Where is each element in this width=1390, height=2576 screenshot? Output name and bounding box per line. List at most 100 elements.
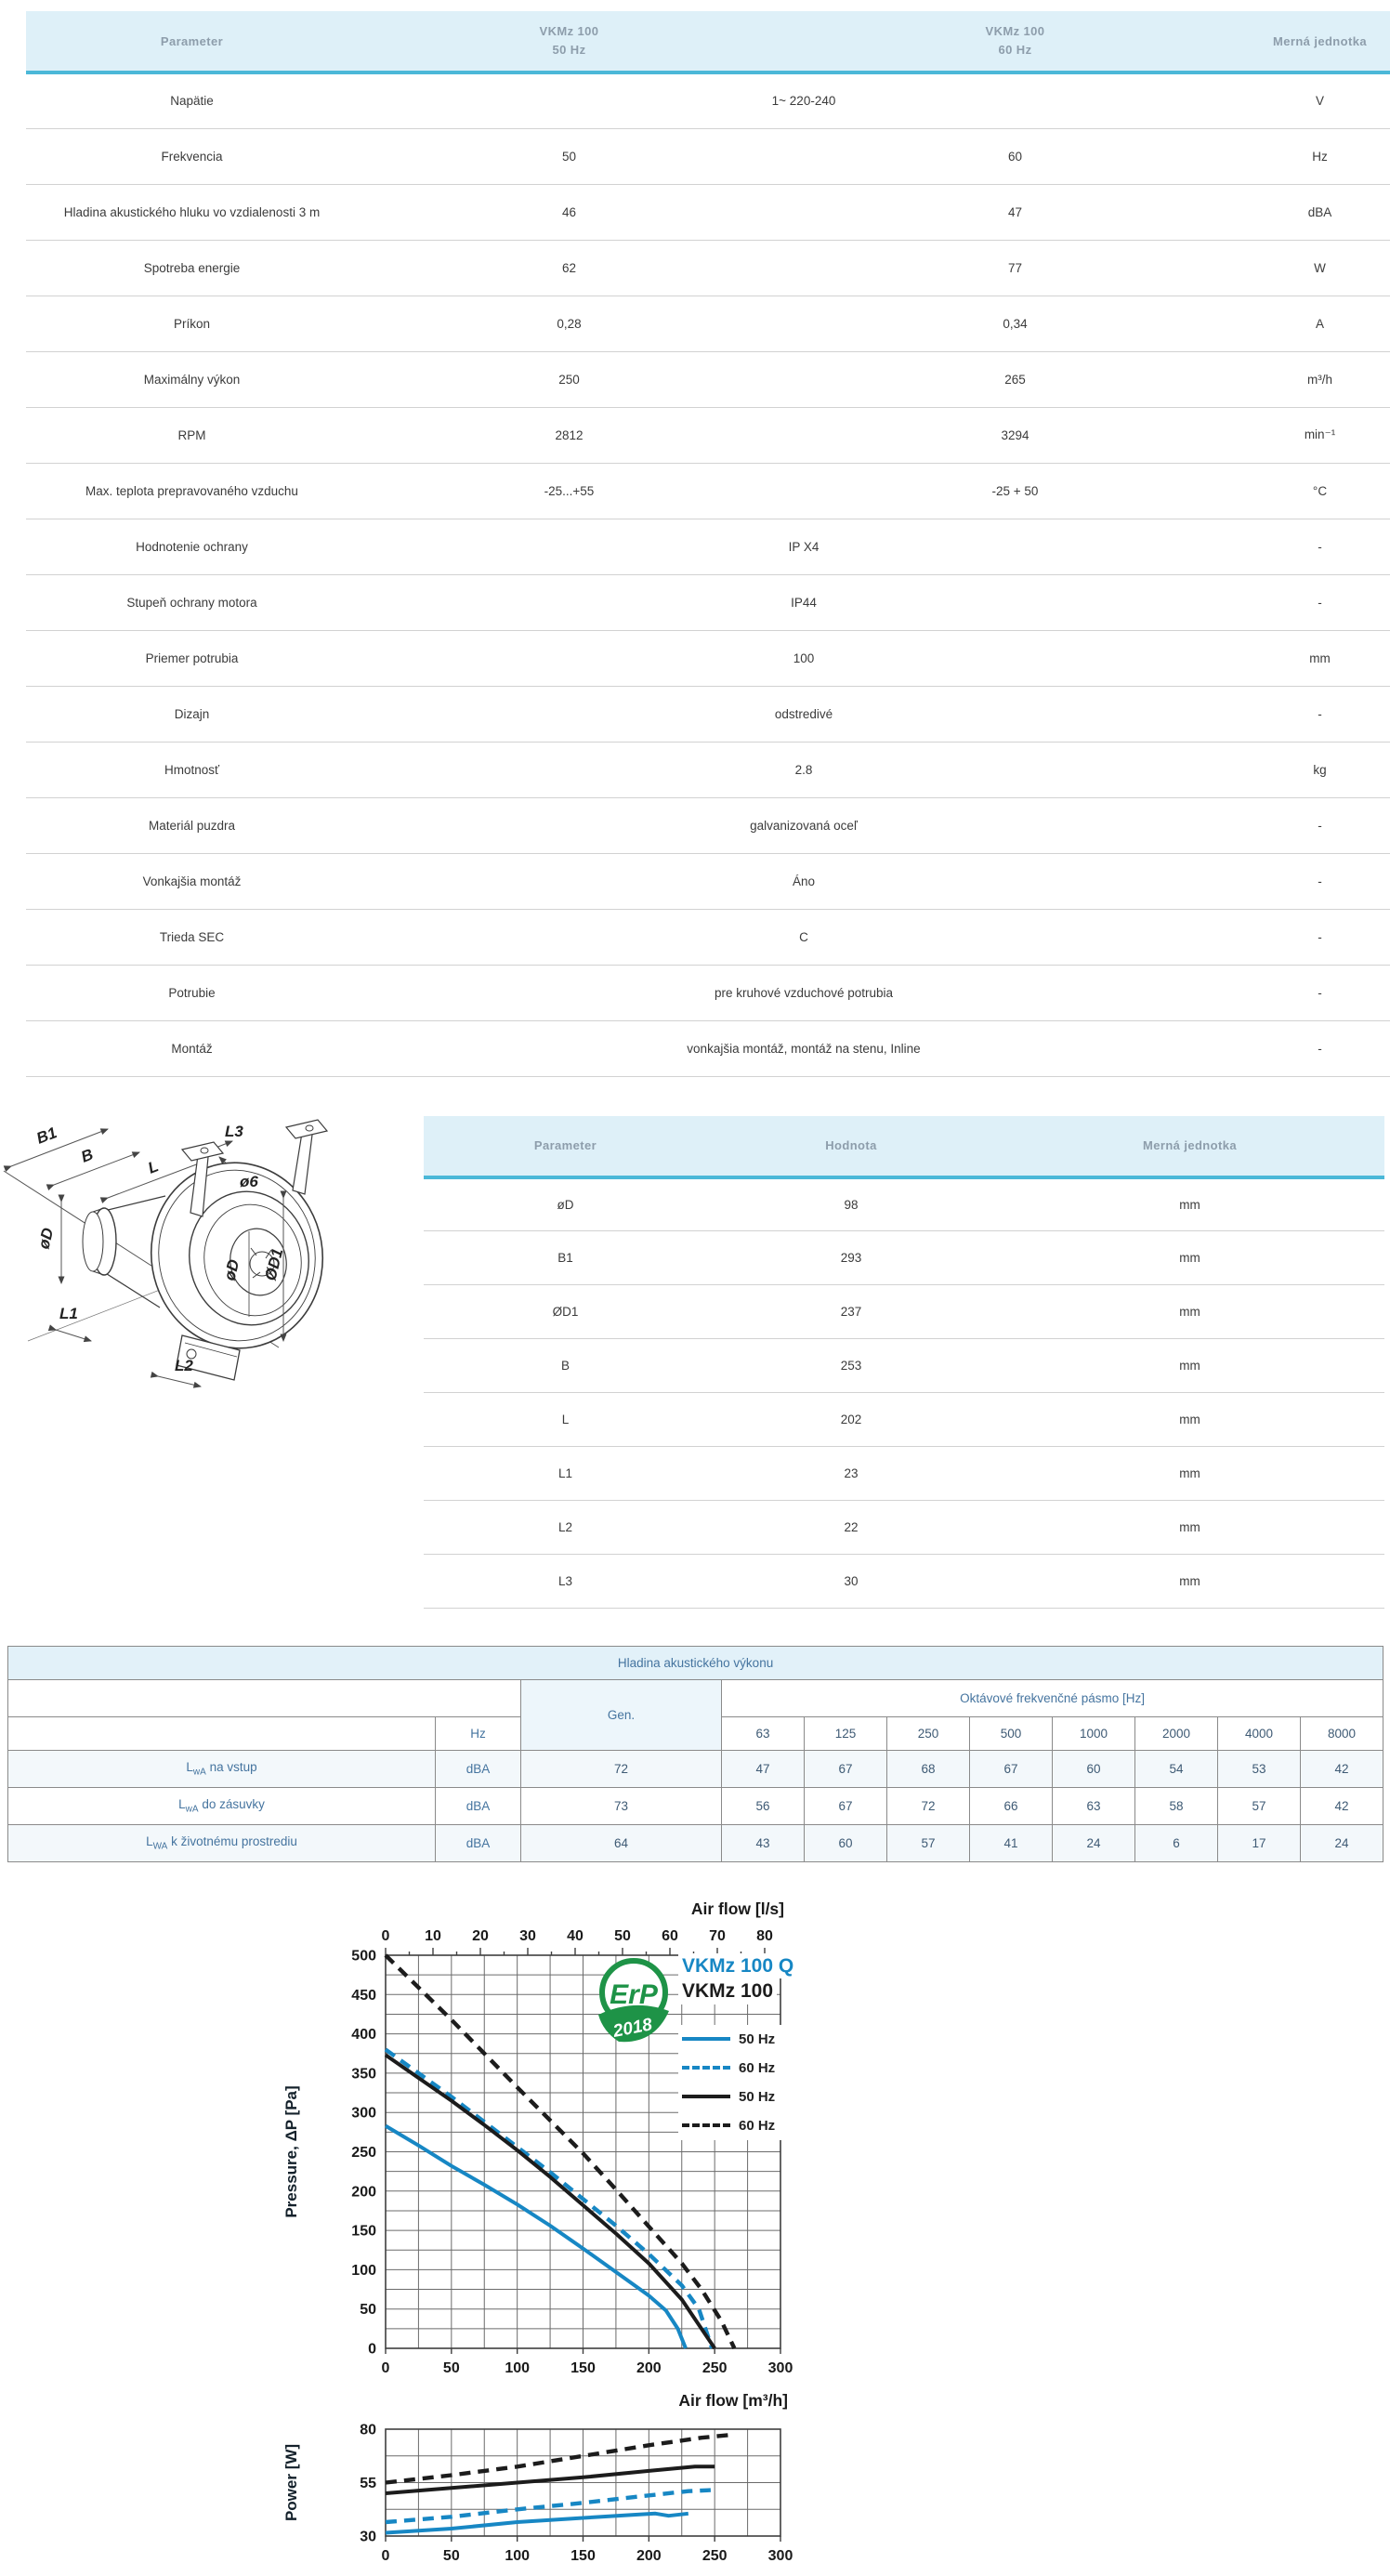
row-param: Hladina akustického hluku vo vzdialenost…	[26, 184, 358, 241]
row-unit: W	[1250, 240, 1390, 296]
main-spec-table: Parameter VKMz 100 50 Hz VKMz 100 60 Hz …	[26, 11, 1390, 1077]
svg-text:50: 50	[614, 1928, 631, 1944]
dim-value: 237	[707, 1284, 995, 1339]
acoustic-gen-value: 64	[520, 1824, 722, 1862]
dim-param: ØD1	[424, 1284, 707, 1339]
row-value-50hz: 46	[358, 184, 780, 241]
dim-unit: mm	[995, 1176, 1384, 1231]
dim-label-l: L	[146, 1157, 162, 1176]
row-param: Priemer potrubia	[26, 630, 358, 687]
dim-label-d6: ø6	[240, 1173, 258, 1190]
legend-line-blue-dashed-icon	[682, 2066, 730, 2070]
acoustic-band-value: 66	[969, 1787, 1053, 1825]
dim-unit: mm	[995, 1284, 1384, 1339]
acoustic-header-row-1: Gen. Oktávové frekvenčné pásmo [Hz]	[7, 1679, 1384, 1751]
acoustic-band-header: 1000	[1052, 1716, 1135, 1751]
row-value: Áno	[358, 853, 1250, 910]
acoustic-band-value: 53	[1217, 1750, 1301, 1788]
legend-line-black-solid-icon	[682, 2095, 730, 2099]
row-unit: V	[1250, 72, 1390, 129]
acoustic-row-label: LWA k životnému prostrediu	[7, 1824, 436, 1862]
power-airflow-chart: 30 55 80 0 50 100 150 200 250 300 Power [W]	[282, 2423, 793, 2565]
col-header-50hz: VKMz 100 50 Hz	[358, 11, 780, 72]
table-row: Max. teplota prepravovaného vzduchu -25.…	[26, 463, 1390, 519]
row-unit: °C	[1250, 463, 1390, 519]
svg-text:0: 0	[382, 2360, 390, 2376]
dim-label-b: B	[79, 1145, 96, 1165]
legend-item: 60 Hz	[678, 2053, 832, 2083]
row-value-60hz: 77	[780, 240, 1250, 296]
row-param: Spotreba energie	[26, 240, 358, 296]
row-value: IP X4	[358, 519, 1250, 575]
dim-unit: mm	[995, 1338, 1384, 1393]
svg-text:300: 300	[768, 2360, 793, 2376]
row-value-60hz: 47	[780, 184, 1250, 241]
dim-param: B	[424, 1338, 707, 1393]
dim-value: 253	[707, 1338, 995, 1393]
legend-item: 50 Hz	[678, 2082, 832, 2111]
legend-item: 50 Hz	[678, 2024, 832, 2054]
acoustic-row-label: LwA na vstup	[7, 1750, 436, 1788]
dim-unit: mm	[995, 1230, 1384, 1285]
table-row: ØD1 237 mm	[424, 1284, 1384, 1339]
acoustic-band-value: 42	[1299, 1750, 1384, 1788]
table-row: Maximálny výkon 250 265 m³/h	[26, 351, 1390, 408]
technical-drawing: B1 B L L3 ø6 øD øD ØD1 L1 L2	[0, 1099, 424, 1398]
col-header-50hz-freq: 50 Hz	[552, 43, 586, 57]
legend-item: 60 Hz	[678, 2110, 832, 2140]
acoustic-band-header: 4000	[1217, 1716, 1301, 1751]
table-row: L3 30 mm	[424, 1554, 1384, 1609]
svg-text:80: 80	[360, 2423, 376, 2438]
dim-value: 202	[707, 1392, 995, 1447]
row-param: Materiál puzdra	[26, 797, 358, 854]
acoustic-band-value: 72	[886, 1787, 970, 1825]
table-row: Vonkajšia montáž Áno -	[26, 853, 1390, 910]
table-row: B1 293 mm	[424, 1230, 1384, 1285]
acoustic-band-value: 60	[804, 1824, 887, 1862]
acoustic-band-value: 67	[969, 1750, 1053, 1788]
dim-param: L3	[424, 1554, 707, 1609]
acoustic-band-value: 6	[1134, 1824, 1218, 1862]
dim-param: L2	[424, 1500, 707, 1555]
row-unit: -	[1250, 519, 1390, 575]
row-param: Dizajn	[26, 686, 358, 743]
acoustic-row-label: LwA do zásuvky	[7, 1787, 436, 1825]
dim-param: B1	[424, 1230, 707, 1285]
dim-value: 98	[707, 1176, 995, 1231]
svg-text:50: 50	[360, 2302, 376, 2318]
svg-text:150: 150	[351, 2224, 376, 2240]
row-unit: m³/h	[1250, 351, 1390, 408]
acoustic-hz-header: Hz	[435, 1716, 521, 1751]
row-value-50hz: -25...+55	[358, 463, 780, 519]
row-unit: Hz	[1250, 128, 1390, 185]
row-unit: mm	[1250, 630, 1390, 687]
dim-value: 22	[707, 1500, 995, 1555]
dim-param: L1	[424, 1446, 707, 1501]
row-param: Vonkajšia montáž	[26, 853, 358, 910]
acoustic-row-unit: dBA	[435, 1750, 521, 1788]
table-row: RPM 2812 3294 min⁻¹	[26, 407, 1390, 464]
acoustic-octave-header: Oktávové frekvenčné pásmo [Hz]	[720, 1679, 1384, 1717]
performance-charts-section: 0 50 100 150 200 250 300 350 400 450 500 0 50 100 150 2…	[0, 1881, 1390, 2573]
acoustic-band-value: 24	[1299, 1824, 1384, 1862]
table-row: Potrubie pre kruhové vzduchové potrubia …	[26, 965, 1390, 1021]
svg-text:150: 150	[570, 2548, 596, 2564]
acoustic-band-value: 47	[721, 1750, 805, 1788]
dim-value: 30	[707, 1554, 995, 1609]
acoustic-band-value: 54	[1134, 1750, 1218, 1788]
svg-text:500: 500	[351, 1949, 376, 1965]
acoustic-gen-value: 73	[520, 1787, 722, 1825]
acoustic-title: Hladina akustického výkonu	[7, 1646, 1384, 1680]
row-value-50hz: 62	[358, 240, 780, 296]
acoustic-band-value: 41	[969, 1824, 1053, 1862]
col-header-60hz-model: VKMz 100	[985, 23, 1045, 38]
svg-text:450: 450	[351, 1988, 376, 2004]
svg-text:250: 250	[702, 2360, 728, 2376]
row-unit: min⁻¹	[1250, 407, 1390, 464]
acoustic-gen-header: Gen.	[520, 1679, 722, 1751]
col-header-50hz-model: VKMz 100	[539, 23, 599, 38]
acoustic-gen-value: 72	[520, 1750, 722, 1788]
table-row: Stupeň ochrany motora IP44 -	[26, 574, 1390, 631]
table-row: Trieda SEC C -	[26, 909, 1390, 966]
row-param: Frekvencia	[26, 128, 358, 185]
